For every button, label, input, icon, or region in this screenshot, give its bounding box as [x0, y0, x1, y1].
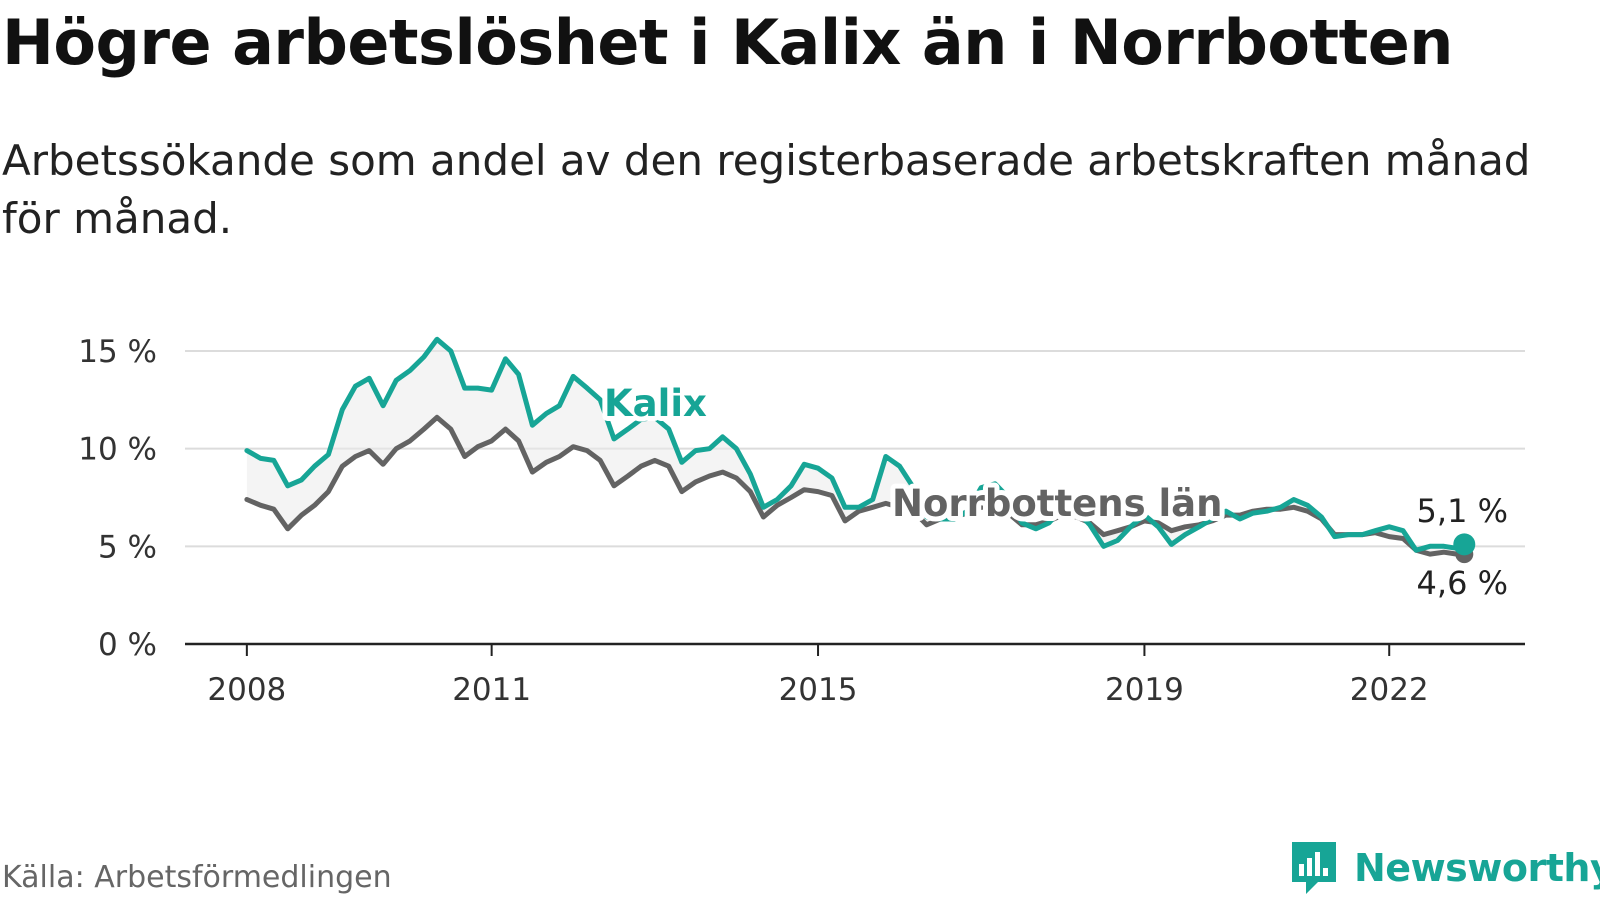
- source-note: Källa: Arbetsförmedlingen: [2, 860, 392, 895]
- chart-subtitle: Arbetssökande som andel av den registerb…: [2, 136, 1531, 243]
- y-tick-label: 15 %: [78, 334, 157, 370]
- series-lines: [244, 336, 1476, 564]
- chart-title: Högre arbetslöshet i Kalix än i Norrbott…: [2, 6, 1453, 79]
- x-tick-label: 2019: [1105, 672, 1184, 708]
- y-tick-label: 5 %: [98, 529, 157, 565]
- series-label-kalix: Kalix: [604, 382, 707, 425]
- newsworthy-logo-icon: [1292, 842, 1336, 894]
- x-axis: 2008 2011 2015 2019 2022: [185, 642, 1525, 708]
- gap-fill: [246, 339, 1465, 555]
- brand-name: Newsworthy: [1354, 846, 1600, 890]
- x-tick-label: 2022: [1350, 672, 1429, 708]
- series-label-norrbotten: Norrbottens län: [892, 482, 1223, 525]
- series-line-kalix: [244, 336, 1467, 553]
- grid-lines: 0 % 5 % 10 % 15 %: [78, 334, 1525, 663]
- series-line-norrbotten: [244, 414, 1467, 557]
- end-point-kalix: [1453, 533, 1476, 556]
- brand-logo[interactable]: Newsworthy: [1290, 840, 1600, 896]
- series-labels: Kalix Norrbottens län 5,1 % 4,6 %: [599, 377, 1512, 606]
- gap-area: [246, 339, 1465, 555]
- x-tick-label: 2015: [779, 672, 858, 708]
- end-value-label-kalix: 5,1 %: [1417, 492, 1508, 530]
- x-tick-label: 2008: [207, 672, 286, 708]
- end-value-label-norrbotten: 4,6 %: [1417, 564, 1508, 602]
- y-tick-label: 0 %: [98, 627, 157, 663]
- y-tick-label: 10 %: [78, 432, 157, 468]
- x-tick-label: 2011: [452, 672, 531, 708]
- line-chart: 0 % 5 % 10 % 15 % 2008 2011 2015 2019 2022 Kali…: [78, 334, 1525, 708]
